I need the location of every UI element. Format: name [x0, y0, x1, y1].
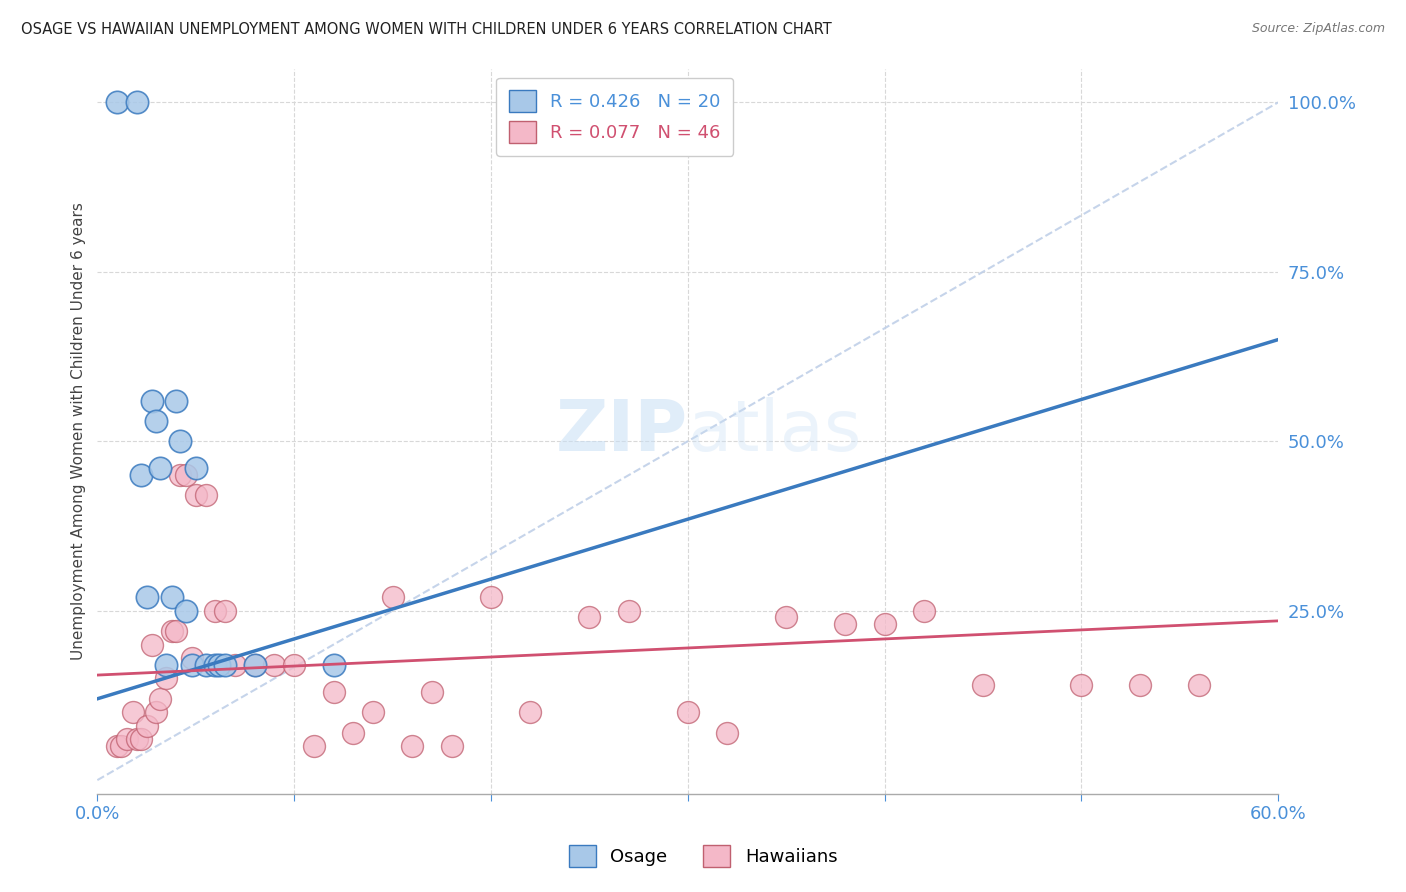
Point: [194, 657, 217, 672]
Point: [180, 651, 202, 665]
Point: [972, 678, 994, 692]
Point: [204, 604, 226, 618]
Point: [243, 657, 266, 672]
Point: [1188, 678, 1211, 692]
Point: [145, 706, 167, 720]
Point: [110, 739, 132, 754]
Point: [322, 685, 344, 699]
Point: [165, 393, 187, 408]
Point: [912, 604, 935, 618]
Point: [263, 657, 285, 672]
Point: [115, 732, 138, 747]
Point: [519, 706, 541, 720]
Point: [105, 95, 128, 110]
Point: [322, 657, 344, 672]
Point: [440, 739, 463, 754]
Point: [165, 624, 187, 638]
Legend: Osage, Hawaiians: Osage, Hawaiians: [561, 838, 845, 874]
Point: [381, 590, 404, 604]
Point: [129, 732, 152, 747]
Text: Source: ZipAtlas.com: Source: ZipAtlas.com: [1251, 22, 1385, 36]
Text: ZIP: ZIP: [555, 397, 688, 466]
Point: [214, 604, 236, 618]
Point: [155, 672, 177, 686]
Point: [169, 468, 191, 483]
Point: [873, 617, 896, 632]
Point: [141, 393, 163, 408]
Point: [283, 657, 305, 672]
Point: [141, 638, 163, 652]
Point: [775, 610, 797, 624]
Point: [302, 739, 325, 754]
Point: [149, 691, 172, 706]
Point: [716, 725, 738, 739]
Point: [194, 488, 217, 502]
Point: [105, 739, 128, 754]
Point: [617, 604, 640, 618]
Point: [149, 461, 172, 475]
Text: atlas: atlas: [688, 397, 862, 466]
Point: [184, 461, 207, 475]
Legend: R = 0.426   N = 20, R = 0.077   N = 46: R = 0.426 N = 20, R = 0.077 N = 46: [496, 78, 733, 156]
Point: [208, 657, 231, 672]
Point: [174, 604, 197, 618]
Point: [160, 590, 183, 604]
Point: [129, 468, 152, 483]
Point: [214, 657, 236, 672]
Point: [342, 725, 364, 739]
Point: [135, 590, 157, 604]
Point: [135, 719, 157, 733]
Point: [676, 706, 699, 720]
Point: [361, 706, 384, 720]
Point: [169, 434, 191, 449]
Point: [184, 488, 207, 502]
Point: [174, 468, 197, 483]
Point: [834, 617, 856, 632]
Point: [1070, 678, 1092, 692]
Point: [243, 657, 266, 672]
Text: OSAGE VS HAWAIIAN UNEMPLOYMENT AMONG WOMEN WITH CHILDREN UNDER 6 YEARS CORRELATI: OSAGE VS HAWAIIAN UNEMPLOYMENT AMONG WOM…: [21, 22, 832, 37]
Point: [145, 414, 167, 428]
Point: [578, 610, 600, 624]
Point: [479, 590, 502, 604]
Point: [204, 657, 226, 672]
Point: [125, 732, 148, 747]
Point: [121, 706, 143, 720]
Point: [420, 685, 443, 699]
Point: [401, 739, 423, 754]
Y-axis label: Unemployment Among Women with Children Under 6 years: Unemployment Among Women with Children U…: [72, 202, 86, 660]
Point: [155, 657, 177, 672]
Point: [125, 95, 148, 110]
Point: [180, 657, 202, 672]
Point: [1129, 678, 1152, 692]
Point: [224, 657, 246, 672]
Point: [160, 624, 183, 638]
